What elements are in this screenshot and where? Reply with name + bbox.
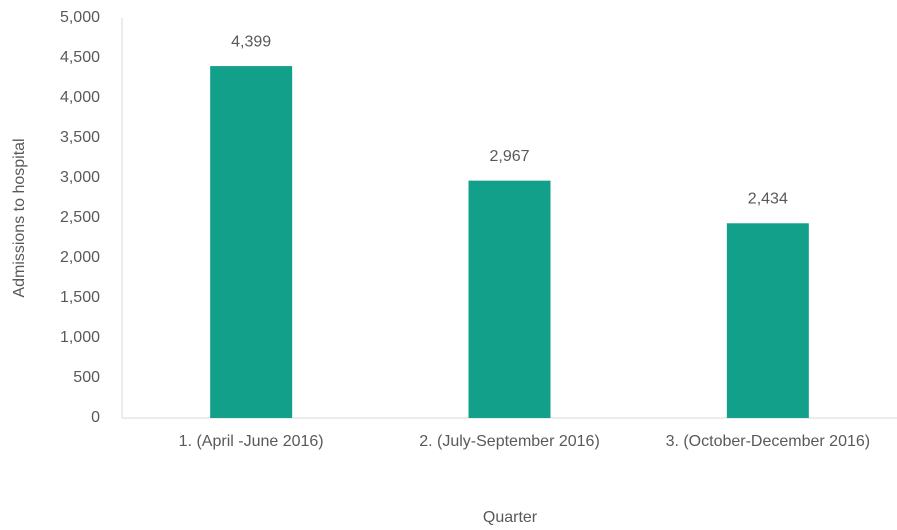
y-tick-label: 1,500 (60, 289, 100, 306)
bar (468, 180, 551, 418)
y-axis-title: Admissions to hospital (11, 138, 28, 297)
bar (726, 223, 809, 418)
x-tick-label: 1. (April -June 2016) (179, 433, 324, 450)
y-tick-label: 5,000 (60, 9, 100, 26)
x-tick-label: 3. (October-December 2016) (666, 433, 871, 450)
y-tick-label: 2,000 (60, 249, 100, 266)
y-tick-label: 2,500 (60, 209, 100, 226)
y-tick-label: 0 (91, 409, 100, 426)
y-tick-label: 4,500 (60, 49, 100, 66)
data-label: 2,434 (748, 190, 788, 207)
y-tick-label: 3,500 (60, 129, 100, 146)
bar (210, 66, 293, 418)
y-tick-label: 3,000 (60, 169, 100, 186)
y-tick-label: 4,000 (60, 89, 100, 106)
y-tick-label: 500 (73, 369, 100, 386)
x-axis-title: Quarter (483, 509, 538, 526)
y-tick-label: 1,000 (60, 329, 100, 346)
data-label: 2,967 (489, 148, 529, 165)
data-label: 4,399 (231, 33, 271, 50)
x-tick-label: 2. (July-September 2016) (419, 433, 600, 450)
